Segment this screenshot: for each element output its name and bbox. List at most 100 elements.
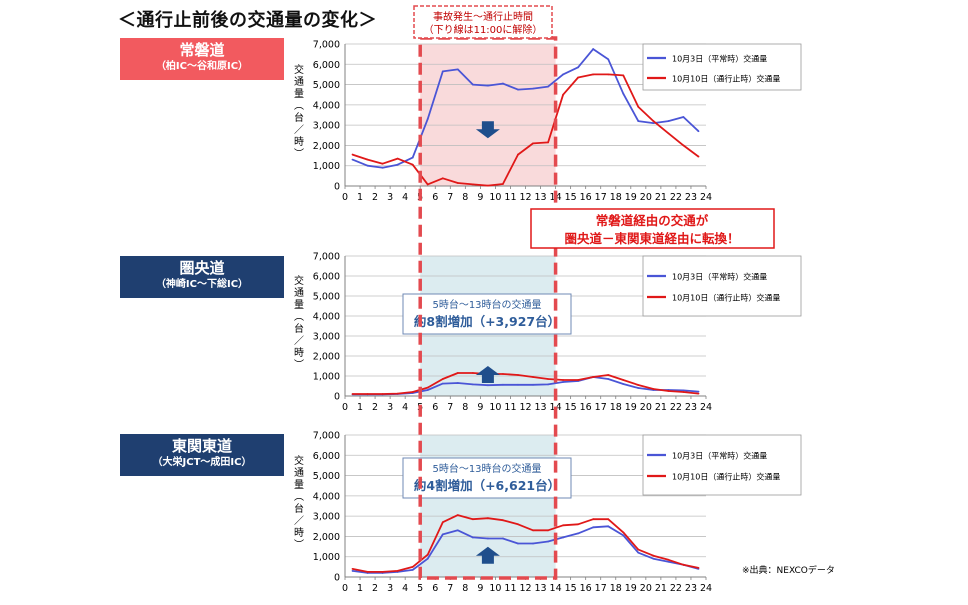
callout-line-2: 圏央道－東関東道経由に転換！ [564, 231, 739, 246]
y-tick-label: 6,000 [313, 451, 340, 462]
data-point [637, 105, 640, 108]
incident-line-1: 事故発生～通行止時間 [433, 10, 533, 23]
data-point [456, 372, 459, 374]
data-point [607, 378, 610, 380]
callout-line-1: 常磐道経由の交通が [596, 213, 709, 228]
y-tick-label: 7,000 [313, 252, 340, 263]
y-tick-label: 7,000 [313, 40, 340, 51]
x-tick-label: 7 [447, 402, 453, 413]
data-point [607, 73, 610, 76]
x-tick-label: 11 [504, 402, 516, 413]
y-tick-label: 5,000 [313, 471, 340, 482]
note-box [402, 293, 572, 335]
road-name: 常磐道 [179, 41, 225, 59]
data-point [622, 534, 625, 537]
x-tick-label: 6 [432, 583, 438, 594]
data-point [517, 374, 519, 376]
legend-label: 10月3日（平常時）交通量 [672, 450, 767, 460]
road-section: （大栄JCT～成田IC） [152, 457, 252, 468]
x-tick-label: 6 [432, 192, 438, 203]
source-note: ※出典：NEXCOデータ [742, 566, 835, 576]
data-point [532, 87, 534, 90]
data-point [577, 532, 580, 535]
x-tick-label: 2 [372, 583, 378, 594]
data-point [411, 156, 414, 159]
x-tick-label: 1 [357, 192, 363, 203]
x-tick-label: 3 [387, 192, 393, 203]
note-line-2: 約8割増加（+3,927台） [414, 314, 560, 329]
data-point [411, 391, 414, 393]
x-tick-label: 2 [372, 192, 378, 203]
data-point [381, 166, 384, 169]
data-point [381, 393, 384, 395]
x-tick-label: 7 [447, 583, 453, 594]
data-point [607, 58, 610, 61]
data-point [652, 122, 655, 125]
x-tick-label: 2 [372, 402, 378, 413]
data-point [486, 84, 489, 87]
y-tick-label: 4,000 [313, 491, 340, 502]
incident-line-2: （下り線は11:00に解除） [424, 23, 543, 36]
x-tick-label: 0 [342, 402, 348, 413]
x-tick-label: 10 [489, 192, 501, 203]
data-point [366, 164, 369, 167]
data-point [637, 548, 640, 551]
incident-dashed-outline [418, 36, 558, 580]
y-tick-label: 5,000 [313, 80, 340, 91]
series-line-2 [352, 372, 699, 395]
data-point [456, 514, 459, 517]
arrow-down-icon [475, 121, 500, 139]
x-tick-label: 0 [342, 583, 348, 594]
data-point [562, 524, 565, 527]
data-point [351, 158, 354, 161]
data-point [607, 525, 610, 528]
y-tick-label: 2,000 [313, 352, 340, 363]
data-point [426, 386, 429, 389]
data-point [351, 393, 354, 395]
data-point [607, 518, 610, 521]
x-tick-label: 20 [640, 192, 652, 203]
x-tick-label: 9 [477, 583, 483, 594]
data-point [396, 157, 399, 160]
data-point [486, 517, 489, 520]
x-tick-label: 23 [685, 402, 697, 413]
note-line-2: 約4割増加（+6,621台） [414, 478, 560, 493]
x-tick-label: 12 [519, 583, 531, 594]
data-point [441, 70, 444, 73]
data-point [637, 120, 640, 122]
x-tick-label: 16 [580, 192, 592, 203]
x-tick-label: 20 [640, 583, 652, 594]
legend-label: 10月3日（平常時）交通量 [672, 53, 767, 63]
data-point [396, 392, 399, 395]
x-tick-label: 9 [477, 192, 483, 203]
data-point [366, 571, 369, 573]
x-tick-label: 11 [504, 583, 516, 594]
x-tick-label: 15 [565, 583, 577, 594]
x-tick-label: 22 [670, 583, 682, 594]
data-point [411, 163, 414, 166]
y-tick-label: 4,000 [313, 100, 340, 111]
x-tick-label: 5 [417, 583, 423, 594]
data-point [622, 74, 625, 77]
x-tick-label: 8 [462, 192, 468, 203]
x-tick-label: 7 [447, 192, 453, 203]
legend: 10月3日（平常時）交通量 10月10日（通行止時）交通量 [642, 255, 802, 317]
data-point [547, 141, 549, 144]
x-tick-label: 20 [640, 402, 652, 413]
x-tick-label: 22 [670, 402, 682, 413]
x-tick-label: 12 [519, 402, 531, 413]
note-box [402, 457, 572, 499]
x-tick-label: 24 [700, 192, 712, 203]
data-point [411, 565, 414, 568]
data-point [532, 383, 534, 386]
series-line-1 [352, 525, 699, 574]
x-tick-label: 19 [625, 583, 637, 594]
data-point [426, 553, 429, 556]
data-point [471, 536, 474, 539]
x-tick-label: 17 [595, 583, 607, 594]
data-point [426, 118, 429, 120]
note-line-1: 5時台～13時台の交通量 [432, 462, 541, 475]
data-point [502, 537, 504, 540]
data-point [682, 116, 685, 118]
x-tick-label: 15 [565, 192, 577, 203]
